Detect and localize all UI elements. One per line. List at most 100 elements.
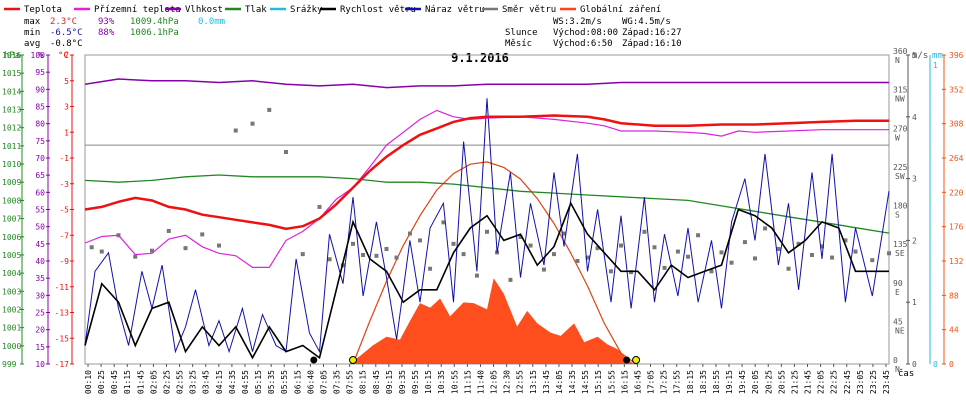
hpa-tick-label: 1007: [2, 215, 21, 224]
direction-tick-label: 180: [893, 202, 908, 211]
sun-elevation-curve: [352, 161, 637, 365]
wind-direction-point: [200, 232, 205, 237]
wind-direction-point: [394, 255, 399, 260]
pct-tick-label: 85: [35, 103, 45, 112]
x-axis-label: čas: [898, 368, 914, 379]
temperature-line: [84, 114, 889, 231]
stats-max-temp: 2.3°C: [50, 17, 77, 27]
x-tick-label: 22:45: [843, 370, 852, 394]
pct-unit-label: %: [38, 51, 44, 61]
direction-tick-label: 135: [893, 240, 908, 249]
x-tick-label: 06:40: [306, 370, 315, 394]
wind-direction-point: [652, 245, 657, 250]
wind-direction-point: [518, 234, 523, 239]
radiation-tick-label: 44: [949, 326, 959, 335]
wind-direction-point: [541, 267, 546, 272]
x-tick-label: 18:55: [712, 370, 721, 394]
wind-direction-point: [451, 241, 456, 246]
x-tick-label: 19:15: [725, 370, 734, 394]
wind-direction-point: [796, 241, 801, 246]
wind-direction-point: [575, 259, 580, 263]
x-tick-label: 18:35: [699, 370, 708, 394]
legend-label: Směr větru: [502, 5, 556, 15]
wind-direction-point: [696, 233, 701, 238]
x-tick-label: 12:55: [516, 370, 525, 394]
stats-min-label: min: [24, 28, 40, 38]
moonrise-marker: [310, 356, 318, 364]
x-tick-label: 23:45: [882, 370, 891, 394]
hpa-tick-label: 1011: [2, 142, 21, 151]
wind-direction-point: [786, 266, 791, 271]
x-tick-label: 07:55: [346, 370, 355, 394]
wind-direction-point: [528, 243, 533, 248]
x-tick-label: 22:05: [817, 370, 826, 394]
wind-direction-point: [284, 149, 288, 154]
x-tick-label: 09:15: [385, 370, 394, 394]
direction-compass-label: S: [895, 211, 900, 220]
wind-direction-point: [742, 240, 747, 245]
wind-gust-line: [84, 98, 890, 354]
wind-direction-point: [183, 246, 188, 251]
wind-direction-point: [552, 252, 556, 257]
x-tick-label: 19:45: [738, 370, 747, 394]
hpa-tick-label: 1015: [2, 69, 21, 78]
radiation-tick-label: 132: [949, 257, 964, 266]
direction-tick-label: 270: [893, 124, 908, 133]
wind-speed-tick-label: 0: [912, 360, 917, 369]
x-tick-label: 15:15: [594, 370, 603, 394]
temp-tick-label: 5: [64, 77, 69, 86]
hpa-tick-label: 999: [2, 360, 17, 369]
x-tick-label: 23:05: [856, 370, 865, 394]
temp-tick-label: -3: [59, 180, 69, 189]
direction-tick-label: 360: [893, 47, 908, 56]
wind-direction-point: [317, 204, 322, 209]
pct-tick-label: 10: [35, 360, 45, 369]
hpa-tick-label: 1013: [2, 106, 21, 115]
wind-direction-point: [418, 238, 422, 243]
wind-direction-point: [595, 246, 600, 251]
wind-direction-point: [887, 251, 891, 256]
wind-direction-point: [327, 257, 332, 262]
x-tick-label: 09:35: [398, 370, 407, 394]
direction-compass-label: N: [895, 56, 900, 65]
wind-direction-point: [709, 269, 714, 274]
x-tick-label: 09:55: [411, 370, 420, 394]
plot-area: [84, 78, 891, 365]
x-tick-label: 11:40: [476, 370, 485, 394]
legend-label: Přízemní teplota: [94, 5, 181, 15]
radiation-tick-label: 88: [949, 291, 959, 300]
wind-speed-tick-label: 1: [912, 298, 917, 307]
x-tick-label: 20:25: [764, 370, 773, 394]
temp-tick-label: -1: [59, 154, 69, 163]
x-tick-label: 02:55: [176, 370, 185, 394]
radiation-tick-label: 176: [949, 223, 964, 232]
temp-tick-label: -11: [55, 283, 70, 292]
temp-tick-label: -5: [59, 206, 69, 215]
wind-direction-point: [361, 252, 366, 257]
x-tick-label: 07:05: [319, 370, 328, 394]
x-tick-label: 05:55: [280, 370, 289, 394]
pct-tick-label: 30: [35, 291, 45, 300]
x-tick-label: 18:15: [686, 370, 695, 394]
wind-speed-tick-label: 2: [912, 236, 917, 245]
wind-direction-point: [585, 255, 590, 260]
rain-tick-label: 1: [933, 61, 938, 70]
x-tick-label: 16:45: [633, 370, 642, 394]
x-tick-label: 20:55: [777, 370, 786, 394]
wind-direction-point: [166, 228, 171, 233]
hpa-tick-label: 1004: [2, 269, 21, 278]
hpa-tick-label: 1012: [2, 124, 21, 133]
legend-label: Globální záření: [580, 5, 661, 15]
pct-tick-label: 25: [35, 309, 45, 318]
pct-tick-label: 45: [35, 240, 45, 249]
hpa-tick-label: 1006: [2, 233, 21, 242]
hpa-tick-label: 1008: [2, 196, 21, 205]
pct-tick-label: 75: [35, 137, 45, 146]
stats-max-hum: 93%: [98, 17, 115, 27]
moon-set: Západ:16:10: [622, 39, 682, 49]
wind-direction-point: [407, 231, 412, 236]
wind-direction-point: [351, 241, 355, 246]
radiation-tick-label: 396: [949, 51, 964, 60]
chart-title: 9.1.2016: [451, 51, 509, 65]
wind-direction-point: [441, 220, 446, 225]
